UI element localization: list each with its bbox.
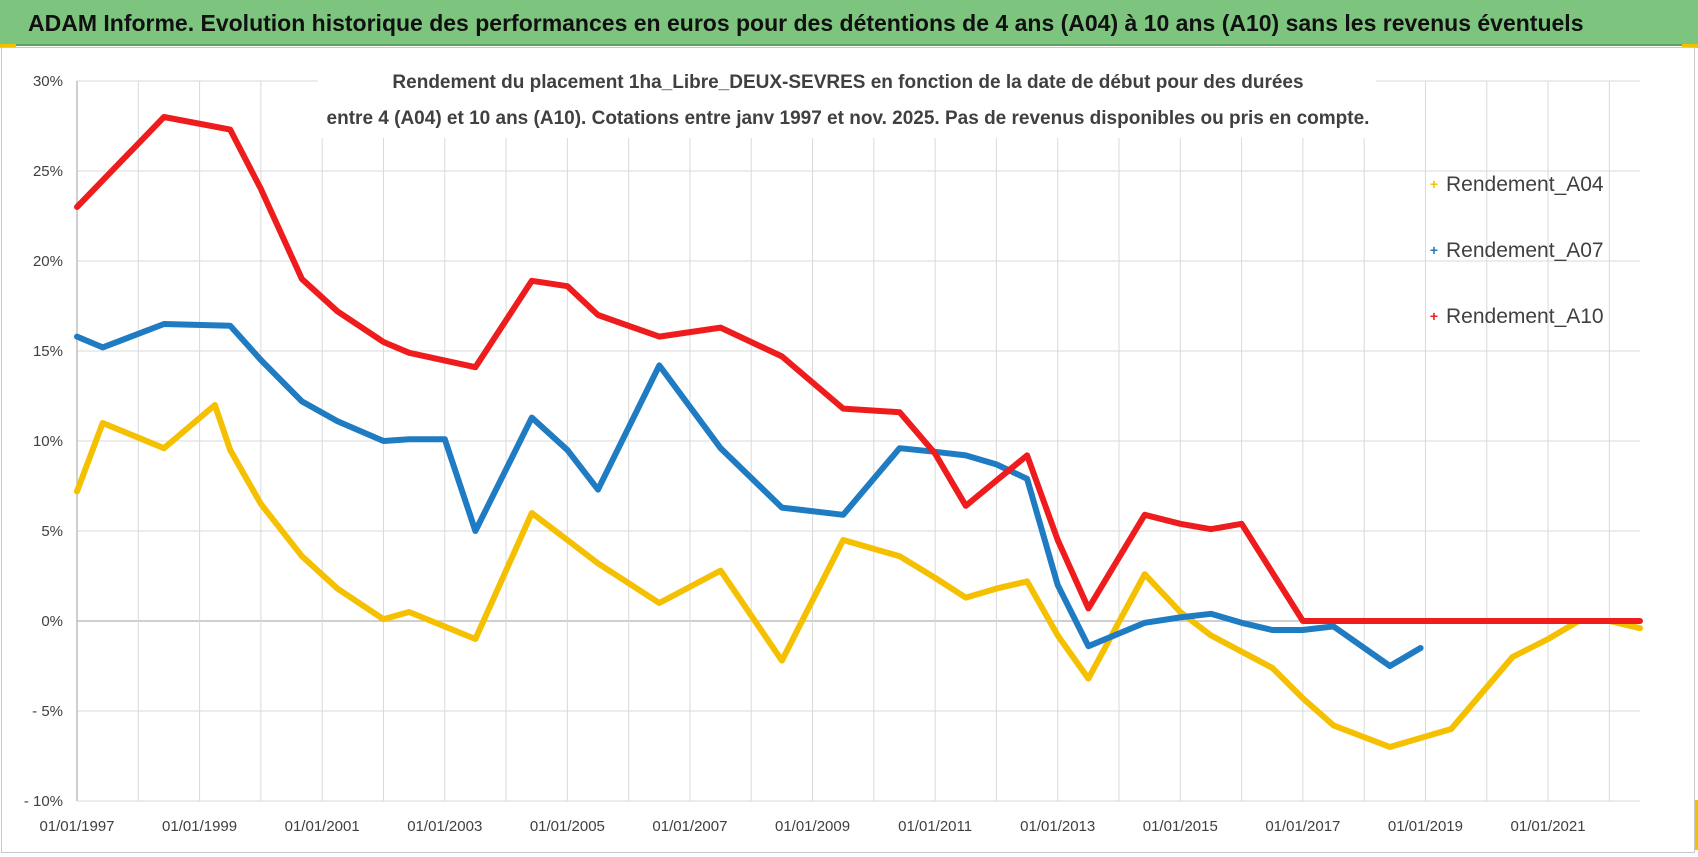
x-tick-label: 01/01/2019: [1388, 818, 1463, 835]
frame-corner-mark: [1694, 800, 1698, 850]
report-title: ADAM Informe. Evolution historique des p…: [28, 10, 1584, 36]
y-tick-label: 20%: [33, 253, 63, 270]
y-tick-label: 10%: [33, 433, 63, 450]
legend-marker-rendement-a07: +: [1430, 242, 1438, 258]
x-tick-label: 01/01/1997: [39, 818, 114, 835]
x-tick-label: 01/01/2009: [775, 818, 850, 835]
y-tick-label: 0%: [41, 613, 63, 630]
x-tick-label: 01/01/2013: [1020, 818, 1095, 835]
x-tick-label: 01/01/2011: [898, 818, 972, 835]
legend-label-rendement-a10: Rendement_A10: [1446, 305, 1604, 328]
legend-marker-rendement-a04: +: [1430, 176, 1438, 192]
legend-label-rendement-a07: Rendement_A07: [1446, 239, 1604, 262]
x-tick-label: 01/01/2001: [285, 818, 360, 835]
grid-layer: [76, 80, 1640, 802]
series-layer: [74, 114, 1643, 750]
legend-marker-rendement-a10: +: [1430, 308, 1438, 324]
chart-title-line-2: entre 4 (A04) et 10 ans (A10). Cotations…: [327, 108, 1370, 129]
frame-corner-mark: [0, 44, 16, 48]
subtitle-background: [318, 66, 1376, 138]
x-tick-label: 01/01/2015: [1143, 818, 1218, 835]
y-tick-label: 25%: [33, 163, 63, 180]
x-tick-label: 01/01/1999: [162, 818, 237, 835]
chart-subtitle: Rendement du placement 1ha_Libre_DEUX-SE…: [327, 72, 1370, 129]
x-tick-label: 01/01/2005: [530, 818, 605, 835]
chart-title-line-1: Rendement du placement 1ha_Libre_DEUX-SE…: [392, 72, 1303, 93]
x-tick-label: 01/01/2007: [652, 818, 727, 835]
series-line-rendement-a10: [74, 114, 1643, 624]
y-tick-label: 5%: [41, 523, 63, 540]
legend-label-rendement-a04: Rendement_A04: [1446, 173, 1604, 196]
chart-legend: + Rendement_A04 + Rendement_A07 + Rendement_A…: [1430, 173, 1604, 328]
x-tick-label: 01/01/2017: [1265, 818, 1340, 835]
y-tick-label: 15%: [33, 343, 63, 360]
series-line-rendement-a04: [74, 402, 1643, 750]
x-tick-label: 01/01/2021: [1511, 818, 1586, 835]
y-tick-label: - 10%: [24, 793, 63, 810]
report-banner: ADAM Informe. Evolution historique des p…: [0, 0, 1698, 46]
y-tick-label: 30%: [33, 73, 63, 90]
axis-layer: - 10% - 5% 0% 5% 10% 15% 20% 25% 30% 01/01/1997 01…: [24, 73, 1586, 835]
frame-corner-mark: [1682, 44, 1698, 48]
x-tick-label: 01/01/2003: [407, 818, 482, 835]
y-tick-label: - 5%: [32, 703, 63, 720]
series-line-rendement-a07: [74, 321, 1424, 669]
chart-frame: [1, 47, 1695, 853]
